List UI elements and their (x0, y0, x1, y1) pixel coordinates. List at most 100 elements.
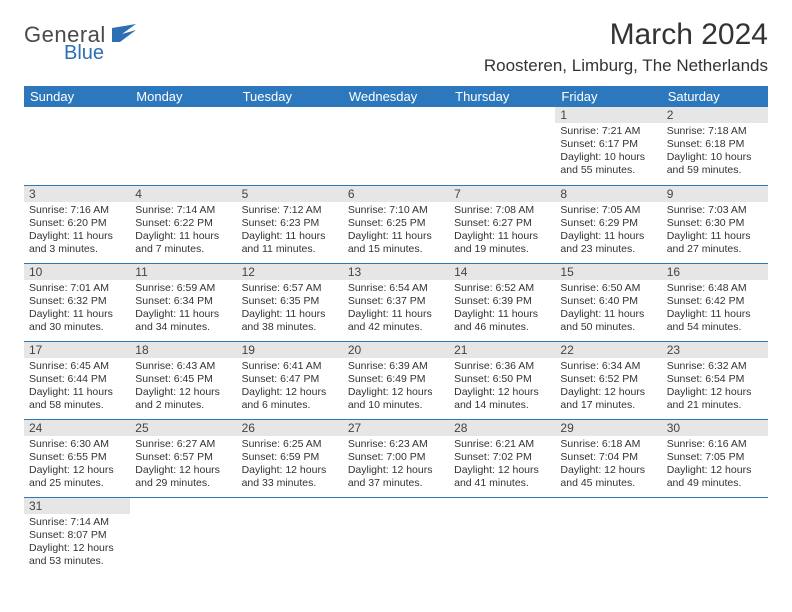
day-number: 10 (24, 264, 130, 280)
day-number: 7 (449, 186, 555, 202)
calendar-cell: 26Sunrise: 6:25 AMSunset: 6:59 PMDayligh… (237, 419, 343, 497)
weekday-header: Sunday (24, 86, 130, 107)
day-details: Sunrise: 6:30 AMSunset: 6:55 PMDaylight:… (24, 436, 130, 495)
day-number: 15 (555, 264, 661, 280)
day-details: Sunrise: 6:48 AMSunset: 6:42 PMDaylight:… (662, 280, 768, 339)
day-number: 5 (237, 186, 343, 202)
calendar-cell: 5Sunrise: 7:12 AMSunset: 6:23 PMDaylight… (237, 185, 343, 263)
day-number (343, 107, 449, 123)
calendar-cell (24, 107, 130, 185)
calendar-cell: 1Sunrise: 7:21 AMSunset: 6:17 PMDaylight… (555, 107, 661, 185)
calendar-cell (343, 107, 449, 185)
calendar-cell (555, 497, 661, 575)
calendar-cell: 25Sunrise: 6:27 AMSunset: 6:57 PMDayligh… (130, 419, 236, 497)
day-details: Sunrise: 7:03 AMSunset: 6:30 PMDaylight:… (662, 202, 768, 261)
calendar-cell: 21Sunrise: 6:36 AMSunset: 6:50 PMDayligh… (449, 341, 555, 419)
calendar-cell: 14Sunrise: 6:52 AMSunset: 6:39 PMDayligh… (449, 263, 555, 341)
calendar-cell: 11Sunrise: 6:59 AMSunset: 6:34 PMDayligh… (130, 263, 236, 341)
calendar-cell: 30Sunrise: 6:16 AMSunset: 7:05 PMDayligh… (662, 419, 768, 497)
calendar-cell: 15Sunrise: 6:50 AMSunset: 6:40 PMDayligh… (555, 263, 661, 341)
day-number: 9 (662, 186, 768, 202)
calendar-cell (449, 107, 555, 185)
day-number: 12 (237, 264, 343, 280)
calendar-cell: 12Sunrise: 6:57 AMSunset: 6:35 PMDayligh… (237, 263, 343, 341)
calendar-cell: 6Sunrise: 7:10 AMSunset: 6:25 PMDaylight… (343, 185, 449, 263)
day-number: 11 (130, 264, 236, 280)
weekday-header: Monday (130, 86, 236, 107)
day-details: Sunrise: 7:05 AMSunset: 6:29 PMDaylight:… (555, 202, 661, 261)
calendar-cell: 17Sunrise: 6:45 AMSunset: 6:44 PMDayligh… (24, 341, 130, 419)
calendar-cell (662, 497, 768, 575)
day-number: 30 (662, 420, 768, 436)
day-number: 26 (237, 420, 343, 436)
calendar-cell: 16Sunrise: 6:48 AMSunset: 6:42 PMDayligh… (662, 263, 768, 341)
weekday-header: Thursday (449, 86, 555, 107)
day-details: Sunrise: 6:21 AMSunset: 7:02 PMDaylight:… (449, 436, 555, 495)
weekday-header: Tuesday (237, 86, 343, 107)
weekday-header: Wednesday (343, 86, 449, 107)
day-number: 29 (555, 420, 661, 436)
day-details: Sunrise: 6:23 AMSunset: 7:00 PMDaylight:… (343, 436, 449, 495)
day-number: 3 (24, 186, 130, 202)
day-number: 22 (555, 342, 661, 358)
calendar-cell: 27Sunrise: 6:23 AMSunset: 7:00 PMDayligh… (343, 419, 449, 497)
calendar-cell: 4Sunrise: 7:14 AMSunset: 6:22 PMDaylight… (130, 185, 236, 263)
day-details: Sunrise: 6:52 AMSunset: 6:39 PMDaylight:… (449, 280, 555, 339)
calendar-cell: 8Sunrise: 7:05 AMSunset: 6:29 PMDaylight… (555, 185, 661, 263)
day-number: 8 (555, 186, 661, 202)
day-details: Sunrise: 7:08 AMSunset: 6:27 PMDaylight:… (449, 202, 555, 261)
day-details: Sunrise: 6:34 AMSunset: 6:52 PMDaylight:… (555, 358, 661, 417)
day-details: Sunrise: 6:54 AMSunset: 6:37 PMDaylight:… (343, 280, 449, 339)
weekday-header: Friday (555, 86, 661, 107)
day-details: Sunrise: 7:01 AMSunset: 6:32 PMDaylight:… (24, 280, 130, 339)
day-details: Sunrise: 6:41 AMSunset: 6:47 PMDaylight:… (237, 358, 343, 417)
day-number: 31 (24, 498, 130, 514)
flag-icon (112, 24, 138, 42)
calendar-cell: 29Sunrise: 6:18 AMSunset: 7:04 PMDayligh… (555, 419, 661, 497)
day-number: 13 (343, 264, 449, 280)
day-number: 24 (24, 420, 130, 436)
day-number: 25 (130, 420, 236, 436)
day-details: Sunrise: 6:27 AMSunset: 6:57 PMDaylight:… (130, 436, 236, 495)
day-number (130, 498, 236, 514)
day-number: 20 (343, 342, 449, 358)
day-details: Sunrise: 7:14 AMSunset: 8:07 PMDaylight:… (24, 514, 130, 573)
day-number: 23 (662, 342, 768, 358)
day-details: Sunrise: 6:50 AMSunset: 6:40 PMDaylight:… (555, 280, 661, 339)
day-number (662, 498, 768, 514)
calendar-cell (130, 497, 236, 575)
day-number (237, 498, 343, 514)
weekday-header: Saturday (662, 86, 768, 107)
day-number (24, 107, 130, 123)
day-number (130, 107, 236, 123)
day-number (555, 498, 661, 514)
day-number: 18 (130, 342, 236, 358)
location-subtitle: Roosteren, Limburg, The Netherlands (484, 56, 768, 76)
day-details: Sunrise: 7:16 AMSunset: 6:20 PMDaylight:… (24, 202, 130, 261)
calendar-cell: 2Sunrise: 7:18 AMSunset: 6:18 PMDaylight… (662, 107, 768, 185)
day-number: 1 (555, 107, 661, 123)
calendar-table: SundayMondayTuesdayWednesdayThursdayFrid… (24, 86, 768, 575)
day-number: 28 (449, 420, 555, 436)
day-number (343, 498, 449, 514)
month-title: March 2024 (484, 18, 768, 52)
day-details: Sunrise: 6:43 AMSunset: 6:45 PMDaylight:… (130, 358, 236, 417)
calendar-cell: 7Sunrise: 7:08 AMSunset: 6:27 PMDaylight… (449, 185, 555, 263)
day-number (449, 498, 555, 514)
calendar-cell (237, 107, 343, 185)
calendar-cell (449, 497, 555, 575)
calendar-cell: 24Sunrise: 6:30 AMSunset: 6:55 PMDayligh… (24, 419, 130, 497)
day-details: Sunrise: 7:21 AMSunset: 6:17 PMDaylight:… (555, 123, 661, 182)
calendar-cell: 28Sunrise: 6:21 AMSunset: 7:02 PMDayligh… (449, 419, 555, 497)
calendar-cell: 19Sunrise: 6:41 AMSunset: 6:47 PMDayligh… (237, 341, 343, 419)
day-details: Sunrise: 7:12 AMSunset: 6:23 PMDaylight:… (237, 202, 343, 261)
day-number: 14 (449, 264, 555, 280)
day-details: Sunrise: 6:59 AMSunset: 6:34 PMDaylight:… (130, 280, 236, 339)
day-number (237, 107, 343, 123)
day-number: 17 (24, 342, 130, 358)
calendar-cell: 31Sunrise: 7:14 AMSunset: 8:07 PMDayligh… (24, 497, 130, 575)
day-details: Sunrise: 6:25 AMSunset: 6:59 PMDaylight:… (237, 436, 343, 495)
day-details: Sunrise: 7:18 AMSunset: 6:18 PMDaylight:… (662, 123, 768, 182)
calendar-cell: 18Sunrise: 6:43 AMSunset: 6:45 PMDayligh… (130, 341, 236, 419)
day-number: 21 (449, 342, 555, 358)
